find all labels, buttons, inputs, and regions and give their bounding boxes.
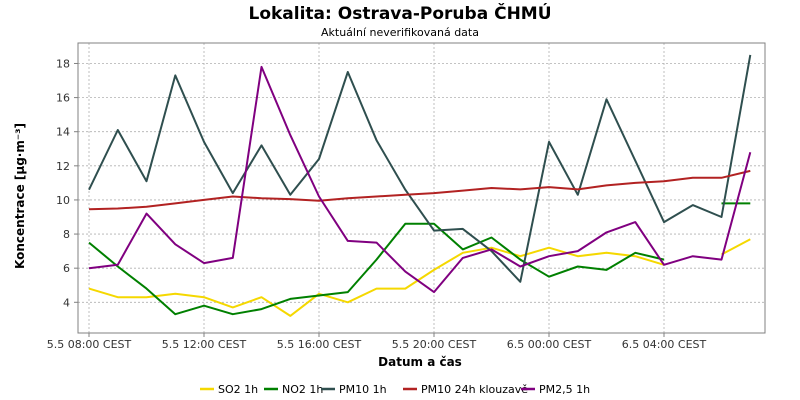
series-line-4	[88, 169, 751, 211]
legend-label: NO2 1h	[282, 383, 323, 396]
plot-frame	[77, 42, 766, 334]
grid-layer	[78, 43, 765, 333]
series-line-2	[88, 222, 665, 316]
x-axis-label: Datum a čas	[378, 355, 462, 369]
x-tick-label: 5.5 08:00 CEST	[47, 338, 132, 351]
x-tick-label: 6.5 04:00 CEST	[622, 338, 707, 351]
legend-label: PM10 1h	[339, 383, 387, 396]
y-tick-label: 14	[56, 126, 70, 139]
x-tick-label: 5.5 16:00 CEST	[277, 338, 362, 351]
x-tick-label: 5.5 20:00 CEST	[392, 338, 477, 351]
x-tick-label: 5.5 12:00 CEST	[162, 338, 247, 351]
series-line-3	[88, 54, 752, 283]
y-tick-label: 12	[56, 160, 70, 173]
y-tick-label: 6	[63, 262, 70, 275]
y-tick-label: 4	[63, 296, 70, 309]
y-axis-label: Koncentrace [µg·m⁻³]	[13, 123, 27, 269]
legend: SO2 1h NO2 1h PM10 1h PM10 24h klouzavě PM2,…	[200, 383, 590, 396]
legend-label: PM10 24h klouzavě	[421, 383, 528, 396]
legend-label: PM2,5 1h	[539, 383, 590, 396]
series-line-1	[721, 238, 751, 256]
chart-title: Lokalita: Ostrava-Poruba ČHMÚ	[248, 2, 551, 24]
x-tick-label: 6.5 00:00 CEST	[507, 338, 592, 351]
series-line-5	[88, 65, 752, 294]
y-tick-label: 16	[56, 92, 70, 105]
series-line-1	[88, 246, 665, 317]
y-tick-label: 8	[63, 228, 70, 241]
chart-subtitle: Aktuální neverifikovaná data	[321, 26, 479, 39]
series-layer	[88, 54, 752, 317]
legend-label: SO2 1h	[218, 383, 258, 396]
y-tick-label: 18	[56, 57, 70, 70]
tick-layer: 4 6 8 10 12 14 16 18 5.5 08:00 CEST 5.5 12:00 CES…	[47, 57, 707, 351]
y-tick-label: 10	[56, 194, 70, 207]
